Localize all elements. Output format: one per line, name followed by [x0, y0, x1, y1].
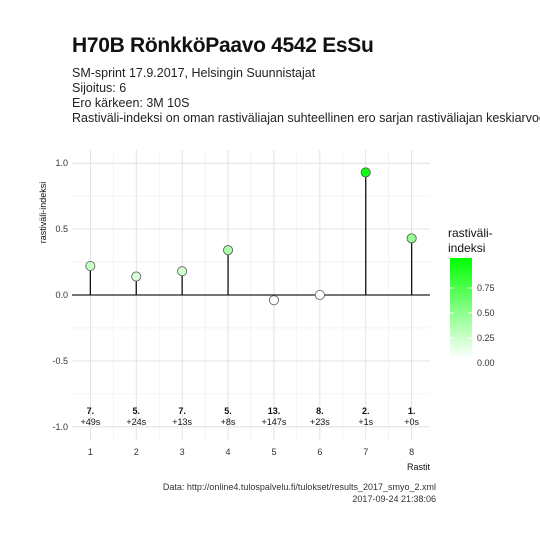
rank-label: 5.	[224, 406, 232, 416]
lollipop-point	[314, 289, 325, 300]
data-source: Data: http://online4.tulospalvelu.fi/tul…	[162, 482, 436, 492]
diff-label: +49s	[80, 417, 100, 427]
subtitle-event: SM-sprint 17.9.2017, Helsingin Suunnista…	[72, 66, 316, 80]
subtitle-rank: Sijoitus: 6	[72, 81, 127, 95]
x-tick-label: 6	[317, 447, 322, 457]
y-tick-label: -0.5	[52, 356, 68, 366]
timestamp: 2017-09-24 21:38:06	[352, 494, 436, 504]
data-labels: 7.+49s5.+24s7.+13s5.+8s13.+147s8.+23s2.+…	[80, 406, 419, 427]
lollipop-point	[131, 271, 142, 282]
lollipop-point	[177, 266, 188, 277]
diff-label: +24s	[126, 417, 146, 427]
axes: 1.0 0.5 0.0 -0.5 -1.0 1 2 3 4 5 6 7 8 Rastit rastiväli…	[38, 158, 430, 472]
diff-label: +8s	[221, 417, 236, 427]
data-marks	[72, 167, 430, 306]
lollipop-point	[360, 167, 371, 178]
lollipop-point	[406, 233, 417, 244]
x-tick-label: 3	[180, 447, 185, 457]
legend-tick-label: 0.25	[477, 333, 495, 343]
lollipop-point	[223, 245, 234, 256]
rank-label: 7.	[178, 406, 186, 416]
x-tick-label: 4	[226, 447, 231, 457]
subtitle-description: Rastiväli-indeksi on oman rastiväliajan …	[72, 111, 540, 125]
lollipop-point	[85, 260, 96, 271]
x-tick-label: 5	[271, 447, 276, 457]
rank-label: 8.	[316, 406, 324, 416]
x-tick-label: 2	[134, 447, 139, 457]
x-tick-label: 1	[88, 447, 93, 457]
page-title: H70B RönkköPaavo 4542 EsSu	[72, 34, 374, 57]
diff-label: +13s	[172, 417, 192, 427]
legend-tick-label: 0.75	[477, 283, 495, 293]
rank-label: 1.	[408, 406, 416, 416]
y-tick-label: 0.5	[55, 224, 68, 234]
legend-title: rastiväli-	[448, 226, 493, 240]
diff-label: +0s	[404, 417, 419, 427]
rank-label: 13.	[268, 406, 281, 416]
lollipop-point	[268, 295, 279, 306]
legend-title: indeksi	[448, 241, 485, 255]
y-tick-label: 1.0	[55, 158, 68, 168]
legend: rastiväli-indeksi 0.75 0.50 0.25 0.00	[448, 226, 495, 368]
y-tick-label: -1.0	[52, 422, 68, 432]
x-tick-label: 8	[409, 447, 414, 457]
y-tick-label: 0.0	[55, 290, 68, 300]
rank-label: 5.	[132, 406, 140, 416]
y-axis-title: rastiväli-indeksi	[38, 182, 48, 244]
diff-label: +147s	[262, 417, 287, 427]
rank-label: 7.	[87, 406, 95, 416]
legend-tick-label: 0.00	[477, 358, 495, 368]
x-axis-title: Rastit	[407, 462, 431, 472]
rank-label: 2.	[362, 406, 370, 416]
legend-tick-label: 0.50	[477, 308, 495, 318]
diff-label: +1s	[358, 417, 373, 427]
legend-colorbar	[450, 258, 472, 358]
x-tick-label: 7	[363, 447, 368, 457]
subtitle-gap: Ero kärkeen: 3M 10S	[72, 96, 190, 110]
diff-label: +23s	[310, 417, 330, 427]
